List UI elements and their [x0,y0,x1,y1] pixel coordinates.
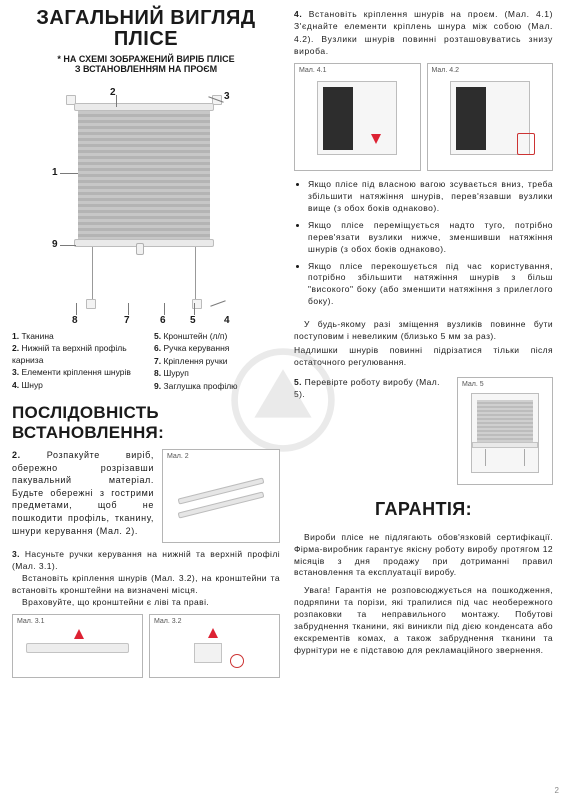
adjustment-bullets: Якщо плісе під власною вагою зсувається … [294,179,553,313]
page-number: 2 [555,786,559,795]
after-bullets-p1: У будь-якому разі зміщення вузликів пови… [294,319,553,343]
pleated-fabric [78,111,210,239]
mid-rail [74,239,214,247]
figure-label: Мал. 2 [167,453,189,460]
warranty-paragraph-2: Увага! Гарантія не розповсюджується на п… [294,585,553,656]
step-3-text: 3. Насуньте ручки керування на нижній та… [12,549,280,608]
figure-mal-3-1: Мал. 3.1 [12,614,143,678]
main-title: ЗАГАЛЬНИЙ ВИГЛЯД ПЛІСЕ [12,8,280,50]
warranty-paragraph-1: Вироби плісе не підлягають обов'язковій … [294,532,553,580]
leader-line [194,303,195,315]
bullet-item: Якщо плісе переміщується надто туго, пот… [308,220,553,256]
heading-warranty: ГАРАНТІЯ: [294,499,553,520]
legend-item: 3. Елементи кріплення шнурів [12,367,138,378]
callout-9: 9 [52,239,58,250]
callout-3: 3 [224,91,230,102]
window-illustration [317,81,397,155]
pleated-fabric [477,400,532,443]
screw-icon [230,654,244,668]
callout-4: 4 [224,315,230,326]
figure-label: Мал. 3.1 [17,618,45,625]
callout-6: 6 [160,315,166,326]
subtitle-line-2: З ВСТАНОВЛЕННЯМ НА ПРОЄМ [75,64,217,74]
title-line-1: ЗАГАЛЬНИЙ ВИГЛЯД [36,7,255,29]
blind-illustration [74,103,214,313]
callout-1: 1 [52,167,58,178]
left-column: ЗАГАЛЬНИЙ ВИГЛЯД ПЛІСЕ * НА СХЕМІ ЗОБРАЖ… [12,8,280,787]
figure-mal-5: Мал. 5 [457,377,553,485]
rod-illustration [178,477,265,504]
callout-8: 8 [72,315,78,326]
figure-label: Мал. 3.2 [154,618,182,625]
cord-left [92,247,93,301]
bracket-bottom-left-icon [86,299,96,309]
cord-illustration [524,449,525,466]
figure-mal-3-2: Мал. 3.2 [149,614,280,678]
leader-line [164,303,165,315]
figure-label: Мал. 4.2 [432,67,460,74]
legend-item: 8. Шуруп [154,368,280,379]
bullet-item: Якщо плісе перекошується під час користу… [308,261,553,309]
leader-line [60,245,76,246]
figure-pair-3: Мал. 3.1 Мал. 3.2 [12,614,280,678]
legend-item: 4. Шнур [12,380,138,391]
document-page: ЗАГАЛЬНИЙ ВИГЛЯД ПЛІСЕ * НА СХЕМІ ЗОБРАЖ… [0,0,565,799]
figure-mal-4-2: Мал. 4.2 [427,63,554,171]
callout-2: 2 [110,87,116,98]
arrow-up-icon [367,126,385,144]
glass-pane [456,87,486,151]
step-5-text: 5. Перевірте роботу виробу (Мал. 5). [294,377,449,401]
step-2-text: 2. Розпакуйте виріб, обережно розрізавши… [12,449,154,537]
top-rail [74,103,214,111]
glass-pane [323,87,353,151]
callout-5: 5 [190,315,196,326]
legend-item: 1. Тканина [12,331,138,342]
bottom-rail [472,442,538,448]
step-4-text: 4. Встановіть кріплення шнурів на проєм.… [294,8,553,57]
figure-label: Мал. 5 [462,381,484,388]
legend: 1. Тканина 2. Нижній та верхній профіль … [12,331,280,393]
subtitle-line-1: * НА СХЕМІ ЗОБРАЖЕНИЙ ВИРІБ ПЛІСЕ [57,54,234,64]
blind-illustration [471,393,539,474]
scissors-icon [517,133,535,155]
figure-overview: 1 2 3 4 5 6 7 8 9 [12,81,280,329]
callout-7: 7 [124,315,130,326]
legend-item: 6. Ручка керування [154,343,280,354]
figure-label: Мал. 4.1 [299,67,327,74]
arrow-down-icon [70,629,88,647]
subtitle: * НА СХЕМІ ЗОБРАЖЕНИЙ ВИРІБ ПЛІСЕ З ВСТА… [12,54,280,75]
figure-mal-2: Мал. 2 [162,449,280,543]
after-bullets-p2: Надлишки шнурів повинні підрізатися тіль… [294,345,553,369]
legend-item: 9. Заглушка профілю [154,381,280,392]
right-column: 4. Встановіть кріплення шнурів на проєм.… [294,8,553,787]
arrow-down-icon [204,628,222,646]
handle-icon [136,243,144,255]
legend-col-left: 1. Тканина 2. Нижній та верхній профіль … [12,331,138,393]
legend-item: 5. Кронштейн (л/п) [154,331,280,342]
title-line-2: ПЛІСЕ [114,28,178,50]
cord-illustration [485,449,486,466]
leader-line [76,303,77,315]
heading-sequence: ПОСЛІДОВНІСТЬ ВСТАНОВЛЕННЯ: [12,403,280,443]
legend-item: 7. Кріплення ручки [154,356,280,367]
figure-mal-4-1: Мал. 4.1 [294,63,421,171]
leader-line [116,95,117,107]
cord-right [195,247,196,301]
legend-item: 2. Нижній та верхній профіль карниза [12,343,138,366]
leader-line [128,303,129,315]
leader-line [60,173,78,174]
step-5-row: 5. Перевірте роботу виробу (Мал. 5). Мал… [294,377,553,485]
legend-col-right: 5. Кронштейн (л/п) 6. Ручка керування 7.… [154,331,280,393]
figure-pair-4: Мал. 4.1 Мал. 4.2 [294,63,553,171]
bullet-item: Якщо плісе під власною вагою зсувається … [308,179,553,215]
step-2-row: 2. Розпакуйте виріб, обережно розрізавши… [12,449,280,543]
